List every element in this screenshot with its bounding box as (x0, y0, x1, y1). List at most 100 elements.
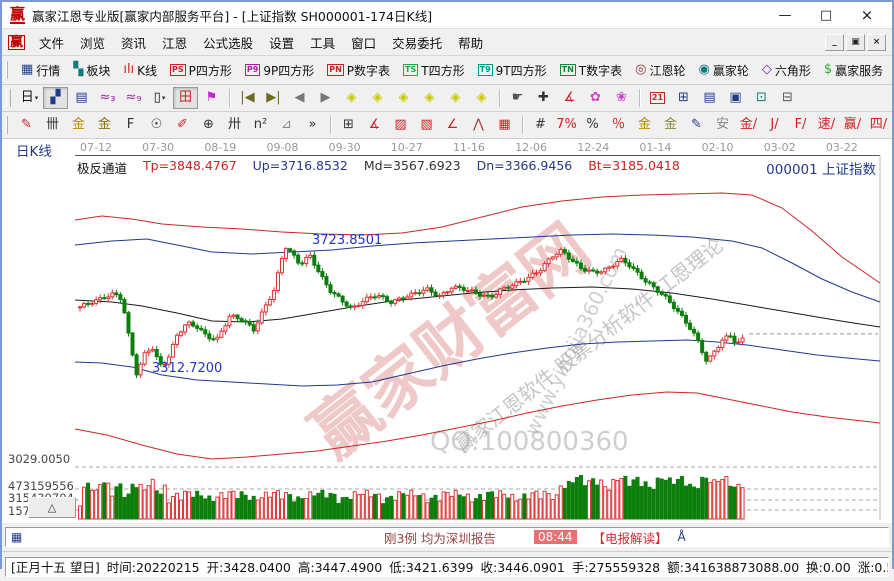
p-square-icon[interactable]: PS P四方形 (170, 63, 232, 78)
fibonacci-f-icon[interactable]: F (126, 117, 135, 132)
diamond-vertical-icon[interactable]: ◈ (450, 90, 461, 105)
gann-wheel-icon[interactable]: ◎ 江恩轮 (635, 62, 686, 78)
wave-3-icon[interactable]: ≈₃ (99, 90, 116, 105)
menu-item-资讯[interactable]: 资讯 (121, 35, 147, 51)
quote-table-icon[interactable]: ▦ (11, 530, 23, 544)
kline-icon[interactable]: ılı K线 (123, 62, 158, 78)
telegraph-link[interactable]: 【电报解读】 (592, 530, 668, 546)
news-ticker-bar: ▦ 刚3例 均为深圳报告 08:44 【电报解读】 Å (2, 523, 892, 552)
percent-line-icon[interactable]: ％ (611, 117, 625, 132)
angle-measure-icon[interactable]: ∡ (563, 90, 576, 105)
four-angle-icon[interactable]: 四/ (869, 117, 888, 132)
sectors-icon[interactable]: ▚ 板块 (73, 62, 111, 78)
menu-item-窗口[interactable]: 窗口 (351, 35, 377, 51)
news-headline[interactable]: 刚3例 均为深圳报告 (384, 530, 496, 546)
winner-service-icon[interactable]: $ 赢家服务 (823, 62, 884, 78)
f10-info-icon[interactable]: ▤ (75, 90, 88, 105)
first-page-icon[interactable]: |◀ (240, 90, 255, 105)
wave-9-icon[interactable]: ≈₉ (125, 90, 142, 105)
menu-item-帮助[interactable]: 帮助 (458, 35, 484, 51)
save-icon[interactable]: ▣ (729, 90, 742, 105)
gold-circle-icon[interactable]: 金 (637, 117, 651, 132)
calculator-icon[interactable]: ⊞ (678, 90, 689, 105)
collapse-pane-button[interactable]: △ (28, 497, 76, 518)
percent-icon[interactable]: % (586, 117, 599, 132)
status-value: 高:3447.4900 (297, 560, 383, 575)
last-page-icon[interactable]: ▶| (266, 90, 281, 105)
color-flag-icon[interactable]: ⚑ (205, 90, 218, 105)
print-icon[interactable]: ⊟ (782, 90, 793, 105)
j-angle-icon[interactable]: J/ (770, 117, 779, 132)
diamond-all-icon[interactable]: ◈ (476, 90, 487, 105)
spiral-icon[interactable]: ☉ (150, 117, 163, 132)
hexagon-icon[interactable]: ◇ 六角形 (761, 62, 811, 78)
tally-lines-2-icon[interactable]: 卅 (227, 117, 241, 132)
mdi-minimize-button[interactable]: _ (825, 33, 844, 51)
fan-box-icon[interactable]: ▨ (394, 117, 407, 132)
f-angle-icon[interactable]: F/ (794, 117, 807, 132)
calendar-icon[interactable]: 21 (649, 92, 666, 104)
red-pencil-icon[interactable]: ✐ (177, 117, 188, 132)
cycle-circle-icon[interactable]: ⊕ (203, 117, 214, 132)
ohlc-fields: 时间:20220215 开:3428.0400 高:3447.4900 低:3421.… (107, 558, 888, 576)
menu-item-公式选股[interactable]: 公式选股 (203, 35, 254, 51)
winner-wheel-icon[interactable]: ◉ 赢家轮 (698, 62, 749, 78)
9p-square-icon[interactable]: P9 9P四方形 (244, 63, 315, 78)
pen-icon[interactable]: ✎ (21, 117, 32, 132)
n-square-icon[interactable]: n² (253, 117, 268, 132)
gold-lines-icon[interactable]: 金 (663, 117, 677, 132)
fan-box-2-icon[interactable]: ▧ (420, 117, 433, 132)
angle-line-icon[interactable]: ∠ (446, 117, 459, 132)
gold-ratio-1-icon[interactable]: 金 (71, 117, 85, 132)
next-page-icon[interactable]: ▶ (320, 90, 331, 105)
tally-lines-icon[interactable]: 卌 (45, 117, 59, 132)
t-square-icon[interactable]: TS T四方形 (403, 63, 465, 78)
menu-item-江恩[interactable]: 江恩 (162, 35, 188, 51)
minimize-button[interactable]: — (778, 7, 792, 23)
diamond-left-icon[interactable]: ◈ (346, 90, 357, 105)
percent-7-icon[interactable]: 7% (556, 117, 577, 132)
speed-angle-icon[interactable]: 速/ (817, 117, 836, 132)
mdi-close-button[interactable]: × (867, 33, 886, 51)
grid-red-icon[interactable]: ▦ (498, 117, 511, 132)
diamond-right-icon[interactable]: ◈ (372, 90, 383, 105)
menu-item-浏览[interactable]: 浏览 (80, 35, 106, 51)
mdi-restore-button[interactable]: ▣ (846, 33, 865, 51)
p-table-icon[interactable]: PN P数字表 (327, 63, 391, 78)
menu-item-工具[interactable]: 工具 (310, 35, 336, 51)
mirror-angle-icon[interactable]: ⊿ (281, 117, 292, 132)
price-axis-label: 3029.0050 (8, 452, 71, 466)
diamond-expand-icon[interactable]: ◈ (424, 90, 435, 105)
avg-lines-icon[interactable]: 安 (715, 117, 729, 132)
chart-canvas[interactable] (2, 139, 892, 523)
gann-box-tool-icon[interactable]: 田 (173, 87, 198, 109)
diamond-compress-icon[interactable]: ◈ (398, 90, 409, 105)
gold-angle-icon[interactable]: 金/ (739, 117, 758, 132)
gann-fan-icon[interactable]: ∡ (368, 117, 381, 132)
report-icon[interactable]: ▤ (703, 90, 716, 105)
magenta-tool-2-icon[interactable]: ❀ (616, 90, 627, 105)
export-icon[interactable]: ⊡ (756, 90, 767, 105)
winner-angle-icon[interactable]: 赢/ (843, 117, 862, 132)
gold-ratio-2-icon[interactable]: 金 (97, 117, 111, 132)
9t-square-icon[interactable]: T9 9T四方形 (477, 63, 547, 78)
maximize-button[interactable]: □ (819, 7, 833, 23)
pan-hand-icon[interactable]: ☛ (511, 90, 524, 105)
menu-item-设置[interactable]: 设置 (269, 35, 295, 51)
chart-view-icon[interactable]: ▞ (43, 87, 68, 109)
scale-steps-icon[interactable]: # (535, 117, 546, 132)
blue-pen-icon[interactable]: ✎ (691, 117, 702, 132)
prev-page-icon[interactable]: ◀ (294, 90, 305, 105)
more-tools-icon[interactable]: » (308, 117, 317, 132)
grid-box-icon[interactable]: ⊞ (343, 117, 354, 132)
zigzag-icon[interactable]: ⋀ (473, 117, 484, 132)
menu-item-交易委托[interactable]: 交易委托 (392, 35, 443, 51)
magenta-tool-1-icon[interactable]: ✿ (590, 90, 601, 105)
quotes-icon[interactable]: ▦ 行情 (21, 62, 61, 78)
candle-style-icon[interactable]: ▯ (147, 87, 172, 109)
crosshair-icon[interactable]: ✚ (538, 90, 549, 105)
close-button[interactable]: × (860, 6, 874, 24)
period-daily-icon[interactable]: 日 (17, 87, 42, 109)
menu-item-文件[interactable]: 文件 (39, 35, 65, 51)
t-table-icon[interactable]: TN T数字表 (559, 63, 623, 78)
